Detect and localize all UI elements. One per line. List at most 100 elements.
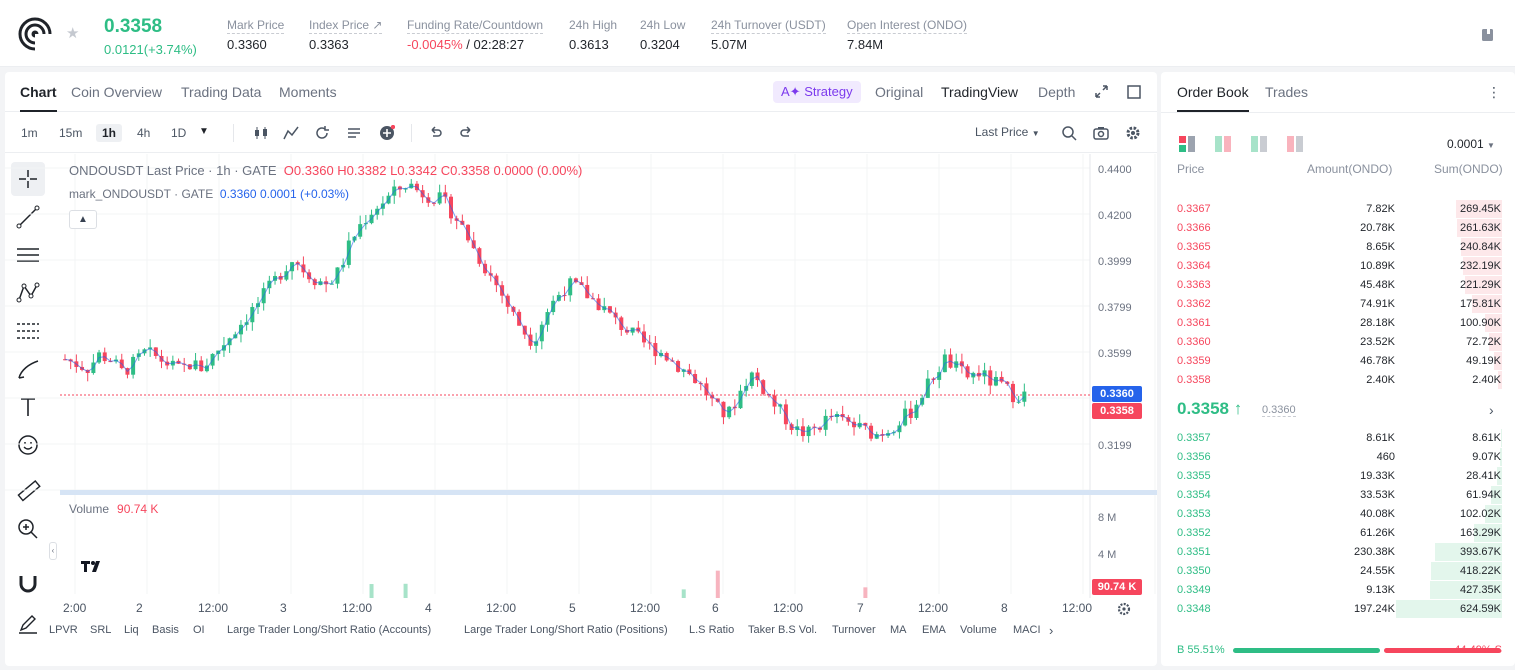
green-view-icon[interactable] [1251, 136, 1267, 152]
toolbar-collapse-handle[interactable]: ‹ [49, 542, 57, 560]
indicator-scroll-right-icon[interactable]: › [1049, 623, 1054, 638]
toolbar-divider [411, 124, 412, 142]
depth-chart-tab[interactable]: Depth [1038, 84, 1076, 100]
window-icon[interactable] [1127, 85, 1141, 99]
indicator-item[interactable]: Turnover [832, 624, 876, 636]
favorite-star-icon[interactable]: ★ [66, 25, 80, 42]
indicator-item[interactable]: Volume [960, 624, 997, 636]
interval-dropdown-icon[interactable]: ▼ [199, 126, 209, 137]
volume-legend: Volume 90.74 K [69, 502, 159, 516]
precision-select[interactable]: 0.0001 ▼ [1447, 137, 1495, 151]
settings-gear-icon[interactable] [1125, 125, 1141, 141]
interval-4h[interactable]: 4h [137, 126, 151, 140]
search-icon[interactable] [1061, 125, 1077, 141]
interval-1h[interactable]: 1h [96, 124, 123, 142]
bid-row[interactable]: 0.3352 61.26K 163.29K [1177, 524, 1502, 543]
indicators-icon[interactable] [283, 125, 299, 141]
bid-row[interactable]: 0.3349 9.13K 427.35K [1177, 581, 1502, 600]
ask-amount: 46.78K [1360, 355, 1395, 367]
camera-icon[interactable] [1093, 125, 1109, 141]
bid-row[interactable]: 0.3348 197.24K 624.59K [1177, 600, 1502, 619]
brush-icon[interactable] [11, 352, 45, 386]
bid-row[interactable]: 0.3350 24.55K 418.22K [1177, 562, 1502, 581]
bid-row[interactable]: 0.3351 230.38K 393.67K [1177, 543, 1502, 562]
indicator-item[interactable]: Liq [124, 624, 139, 636]
legend-collapse-button[interactable]: ▲ [69, 210, 97, 229]
more-options-icon[interactable]: ⋮ [1487, 84, 1501, 100]
ask-row[interactable]: 0.3366 20.78K 261.63K [1177, 219, 1502, 238]
candlestick-chart[interactable] [5, 154, 1157, 598]
indicator-item[interactable]: OI [193, 624, 205, 636]
last-price-select[interactable]: Last Price ▼ [975, 125, 1040, 139]
bids-only-view-icon[interactable] [1215, 136, 1231, 152]
templates-icon[interactable] [346, 125, 362, 141]
indicator-item[interactable]: MACI [1013, 624, 1041, 636]
indicator-item[interactable]: SRL [90, 624, 112, 636]
indicator-item[interactable]: MA [890, 624, 907, 636]
strategy-button[interactable]: A✦ Strategy [773, 81, 861, 103]
tab-trading-data[interactable]: Trading Data [181, 84, 262, 100]
zoom-in-icon[interactable] [11, 512, 45, 546]
refresh-icon[interactable] [314, 125, 330, 141]
both-sides-view-icon[interactable] [1179, 136, 1195, 152]
bid-row[interactable]: 0.3356 460 9.07K [1177, 448, 1502, 467]
candle-type-icon[interactable] [253, 125, 269, 141]
time-axis-label: 6 [712, 601, 719, 615]
tab-trades[interactable]: Trades [1265, 84, 1309, 100]
original-chart-tab[interactable]: Original [875, 84, 924, 100]
tab-moments[interactable]: Moments [279, 84, 337, 100]
interval-1m[interactable]: 1m [21, 126, 38, 140]
time-axis-label: 12:00 [198, 601, 229, 615]
bid-amount: 40.08K [1360, 508, 1395, 520]
ask-amount: 2.40K [1366, 374, 1395, 386]
trend-line-icon[interactable] [11, 200, 45, 234]
bid-row[interactable]: 0.3355 19.33K 28.41K [1177, 467, 1502, 486]
ask-row[interactable]: 0.3358 2.40K 2.40K [1177, 371, 1502, 390]
depth-bar [1485, 505, 1502, 523]
pencil-lock-icon[interactable] [11, 606, 45, 640]
expand-icon[interactable] [1095, 85, 1108, 98]
interval-1d[interactable]: 1D [171, 126, 187, 140]
interval-15m[interactable]: 15m [59, 126, 83, 140]
indicator-item[interactable]: EMA [922, 624, 946, 636]
horizontal-lines-icon[interactable] [11, 238, 45, 272]
document-icon[interactable] [1482, 28, 1495, 42]
pattern-icon[interactable] [11, 276, 45, 310]
magnet-icon[interactable] [11, 566, 45, 600]
tradingview-chart-tab[interactable]: TradingView [941, 84, 1019, 100]
fibonacci-icon[interactable] [11, 314, 45, 348]
indicator-item[interactable]: Large Trader Long/Short Ratio (Accounts) [227, 624, 432, 636]
redo-icon[interactable] [459, 125, 475, 141]
ask-row[interactable]: 0.3364 10.89K 232.19K [1177, 257, 1502, 276]
ask-row[interactable]: 0.3359 46.78K 49.19K [1177, 352, 1502, 371]
axis-settings-icon[interactable] [1117, 602, 1131, 616]
ask-row[interactable]: 0.3363 45.48K 221.29K [1177, 276, 1502, 295]
indicator-item[interactable]: Large Trader Long/Short Ratio (Positions… [464, 624, 668, 636]
bid-row[interactable]: 0.3357 8.61K 8.61K [1177, 429, 1502, 448]
tab-chart[interactable]: Chart [20, 84, 57, 112]
exchange-logo[interactable] [18, 17, 52, 51]
tab-coin-overview[interactable]: Coin Overview [71, 84, 163, 100]
indicator-item[interactable]: Taker B.S Vol. [748, 624, 818, 636]
ask-row[interactable]: 0.3367 7.82K 269.45K [1177, 200, 1502, 219]
ask-row[interactable]: 0.3360 23.52K 72.72K [1177, 333, 1502, 352]
chevron-right-icon[interactable]: › [1489, 402, 1494, 418]
red-view-icon[interactable] [1287, 136, 1303, 152]
text-tool-icon[interactable] [11, 390, 45, 424]
undo-icon[interactable] [427, 125, 443, 141]
tab-order-book[interactable]: Order Book [1177, 84, 1249, 112]
ask-row[interactable]: 0.3365 8.65K 240.84K [1177, 238, 1502, 257]
indicator-item[interactable]: L.S Ratio [689, 624, 735, 636]
tradingview-logo[interactable] [75, 552, 107, 580]
index-price-stat[interactable]: Index Price ↗ 0.3363 [309, 18, 383, 52]
indicator-item[interactable]: LPVR [49, 624, 78, 636]
depth-bar [1464, 276, 1502, 294]
ruler-icon[interactable] [11, 474, 45, 508]
chevron-down-icon: ▼ [1031, 129, 1040, 138]
ask-row[interactable]: 0.3361 28.18K 100.90K [1177, 314, 1502, 333]
ask-row[interactable]: 0.3362 74.91K 175.81K [1177, 295, 1502, 314]
bid-row[interactable]: 0.3353 40.08K 102.02K [1177, 505, 1502, 524]
bid-row[interactable]: 0.3354 33.53K 61.94K [1177, 486, 1502, 505]
indicator-item[interactable]: Basis [152, 624, 179, 636]
add-icon[interactable] [379, 125, 395, 141]
